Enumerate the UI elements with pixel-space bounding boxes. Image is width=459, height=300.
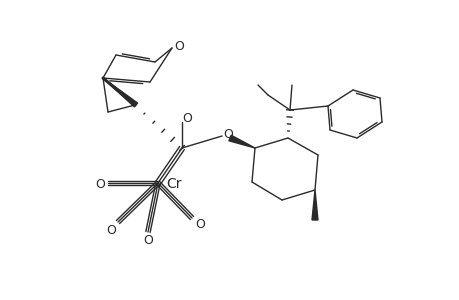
Text: O: O: [195, 218, 205, 230]
Text: O: O: [174, 40, 184, 53]
Text: O: O: [182, 112, 191, 124]
Polygon shape: [103, 78, 137, 107]
Text: O: O: [95, 178, 105, 190]
Text: O: O: [106, 224, 116, 236]
Text: Cr: Cr: [166, 177, 181, 191]
Polygon shape: [229, 135, 254, 148]
Text: O: O: [143, 233, 152, 247]
Polygon shape: [311, 190, 317, 220]
Text: O: O: [223, 128, 232, 140]
